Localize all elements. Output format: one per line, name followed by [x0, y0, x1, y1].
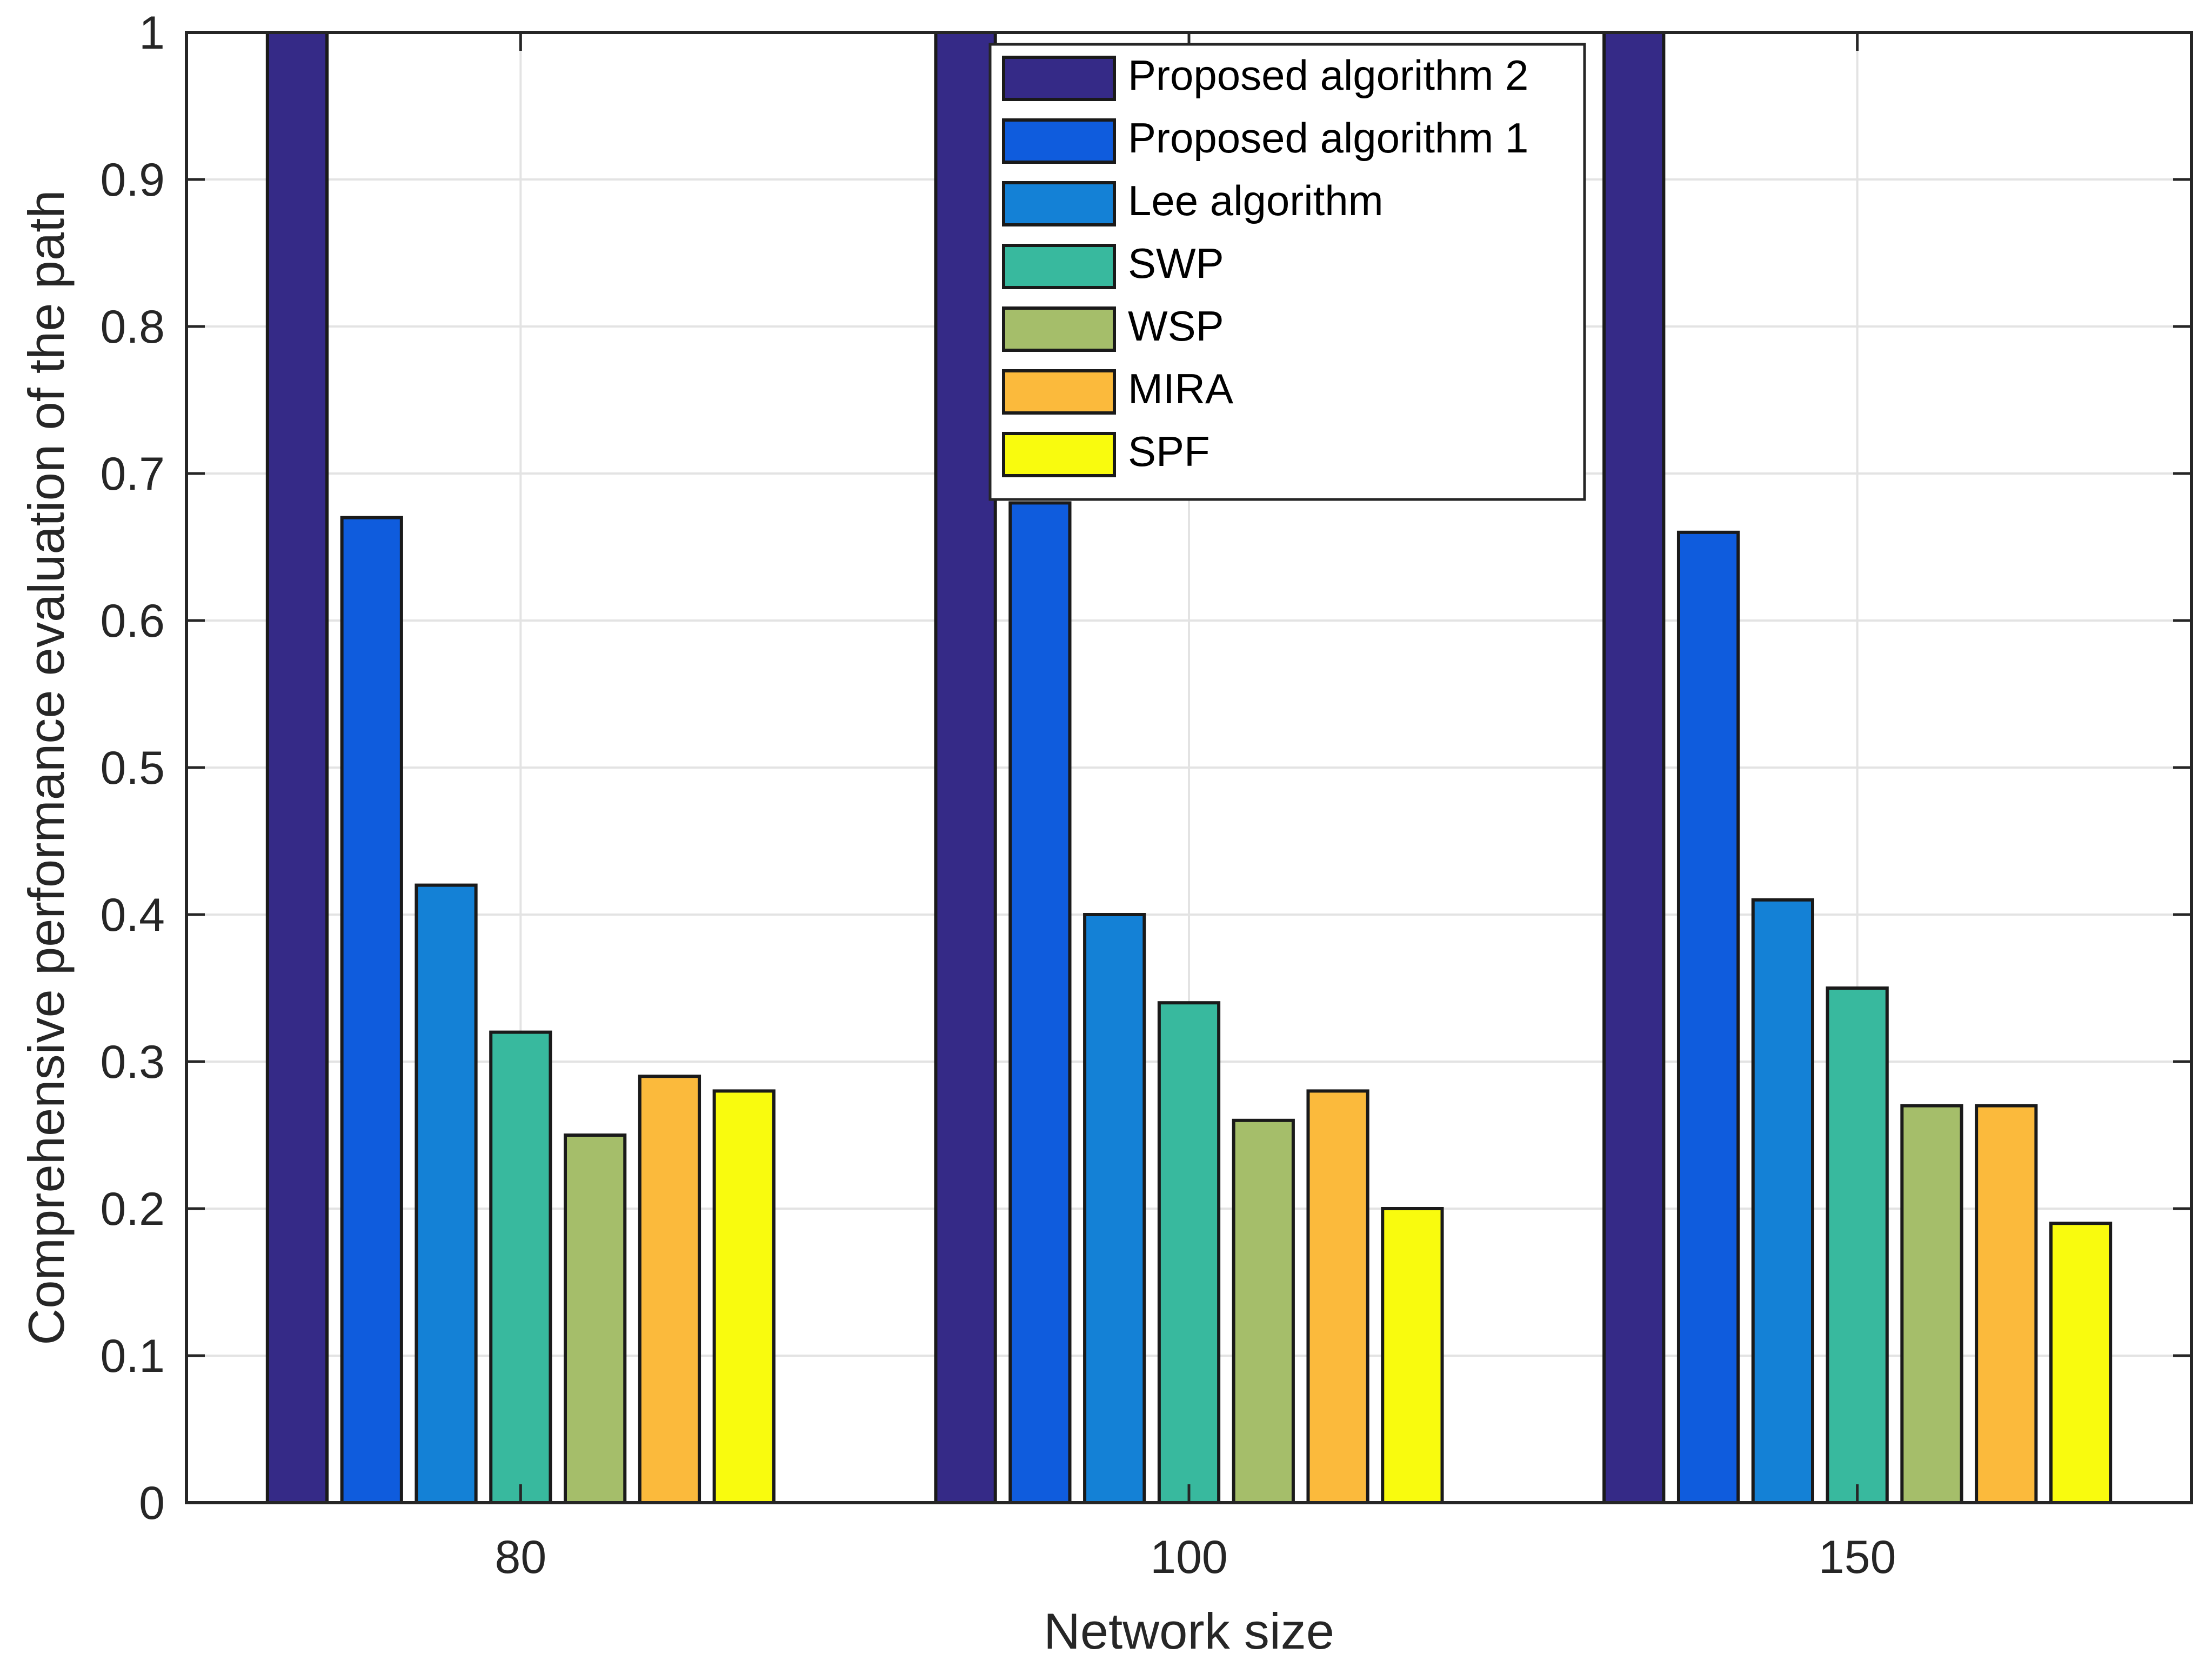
x-tick-label: 100 — [1150, 1531, 1228, 1583]
tick-marks — [186, 31, 2191, 1504]
bar — [1751, 898, 1814, 1504]
y-tick-label: 0.8 — [100, 301, 165, 353]
y-tick-label: 0.1 — [100, 1330, 165, 1382]
x-axis-title: Network size — [1044, 1603, 1334, 1659]
legend-label: MIRA — [1128, 365, 1233, 412]
legend-label: Proposed algorithm 2 — [1128, 51, 1528, 99]
y-tick-label: 0.6 — [100, 595, 165, 647]
y-tick-label: 0.9 — [100, 154, 165, 206]
bar — [1826, 986, 1889, 1504]
bar — [1157, 1001, 1221, 1504]
bar — [934, 31, 997, 1504]
y-tick-label: 0.7 — [100, 448, 165, 500]
x-tick-labels: 80 100 150 — [494, 1531, 1896, 1583]
legend-swatch — [1002, 56, 1116, 101]
bar — [1008, 501, 1072, 1504]
legend-swatch — [1002, 244, 1116, 289]
bar — [2049, 1222, 2113, 1504]
y-tick-label: 1 — [139, 7, 165, 59]
y-tick-label: 0.3 — [100, 1036, 165, 1088]
bar — [712, 1089, 776, 1504]
y-tick-label: 0.5 — [100, 742, 165, 794]
bar — [1381, 1207, 1444, 1504]
bar — [638, 1075, 701, 1504]
bar — [1232, 1118, 1295, 1505]
bar — [1083, 913, 1146, 1504]
legend-label: WSP — [1128, 302, 1224, 350]
legend-swatch — [1002, 432, 1116, 477]
legend-label: SWP — [1128, 239, 1224, 287]
legend-swatch — [1002, 306, 1116, 352]
y-tick-label: 0.4 — [100, 889, 165, 941]
bar — [340, 516, 403, 1504]
bar — [1900, 1104, 1963, 1504]
legend-label: Proposed algorithm 1 — [1128, 114, 1528, 162]
bar — [489, 1030, 552, 1504]
y-tick-labels: 0 0.1 0.2 0.3 0.4 0.5 0.6 0.7 0.8 0.9 1 — [100, 7, 165, 1529]
bar — [1306, 1089, 1369, 1504]
bars — [265, 31, 2113, 1505]
bar — [1602, 31, 1666, 1504]
y-tick-label: 0 — [139, 1477, 165, 1529]
bar — [1975, 1104, 2038, 1504]
bar — [1676, 530, 1740, 1504]
legend-swatch — [1002, 118, 1116, 164]
legend-label: SPF — [1128, 428, 1210, 475]
legend-swatch — [1002, 369, 1116, 415]
x-tick-label: 150 — [1819, 1531, 1896, 1583]
legend-label: Lee algorithm — [1128, 177, 1384, 224]
bar — [415, 883, 478, 1504]
y-axis-title: Comprehensive performance evaluation of … — [18, 190, 75, 1345]
legend-swatch — [1002, 181, 1116, 226]
x-tick-label: 80 — [494, 1531, 546, 1583]
legend: Proposed algorithm 2 Proposed algorithm 1… — [988, 43, 1586, 501]
bar — [564, 1133, 627, 1504]
y-tick-label: 0.2 — [100, 1183, 165, 1235]
bar — [265, 31, 329, 1504]
